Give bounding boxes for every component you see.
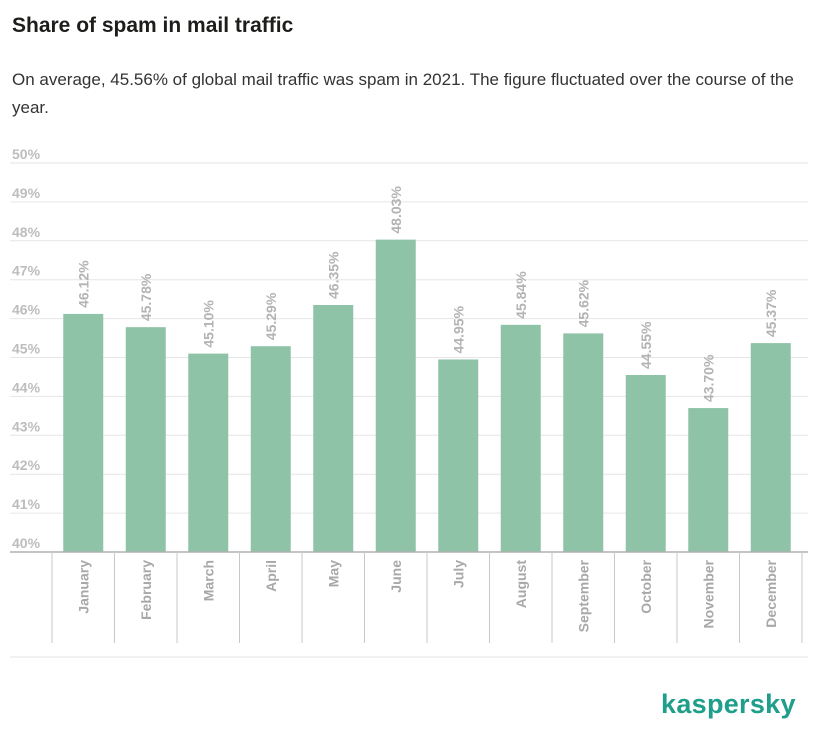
chart-title: Share of spam in mail traffic bbox=[12, 14, 294, 37]
bar-september bbox=[563, 333, 604, 552]
value-label: 45.84% bbox=[513, 271, 529, 319]
x-axis bbox=[10, 551, 808, 658]
y-axis-ticks: 40% 41% 42% 43% 44% 45% 46% 47% 48% 49% 50% bbox=[12, 146, 41, 551]
y-tick-label: 42% bbox=[12, 457, 41, 473]
value-label: 46.12% bbox=[75, 260, 91, 308]
value-labels: 46.12% 45.78% 45.10% 45.29% 46.35% 48.03% 44.9… bbox=[75, 186, 779, 402]
bar-april bbox=[250, 346, 291, 552]
x-tick-label: October bbox=[638, 559, 654, 613]
kaspersky-logo: kaspersky bbox=[661, 689, 796, 719]
bar-august bbox=[500, 324, 541, 552]
bar-december bbox=[750, 343, 791, 552]
value-label: 44.95% bbox=[450, 305, 466, 353]
x-tick-label: December bbox=[763, 559, 779, 627]
bar-october bbox=[625, 375, 666, 552]
x-axis-labels: January February March April May June July Augu… bbox=[75, 559, 779, 632]
value-label: 45.37% bbox=[763, 289, 779, 337]
bars bbox=[63, 239, 791, 552]
y-tick-label: 48% bbox=[12, 224, 41, 240]
x-tick-label: February bbox=[138, 560, 154, 620]
bar-may bbox=[313, 304, 354, 552]
y-tick-label: 46% bbox=[12, 302, 41, 318]
x-tick-label: August bbox=[513, 560, 529, 609]
bar-january bbox=[63, 313, 104, 552]
y-tick-label: 45% bbox=[12, 341, 41, 357]
y-tick-label: 43% bbox=[12, 418, 41, 434]
y-tick-label: 41% bbox=[12, 496, 41, 512]
x-tick-label: March bbox=[200, 560, 216, 601]
bar-july bbox=[438, 359, 479, 552]
y-tick-label: 49% bbox=[12, 185, 41, 201]
x-tick-label: May bbox=[325, 560, 341, 587]
y-tick-label: 47% bbox=[12, 263, 41, 279]
value-label: 45.10% bbox=[200, 300, 216, 348]
bar-november bbox=[688, 408, 729, 552]
x-tick-label: September bbox=[575, 559, 591, 632]
bar-march bbox=[188, 353, 229, 552]
bar-february bbox=[125, 327, 166, 552]
value-label: 46.35% bbox=[325, 251, 341, 299]
x-tick-label: November bbox=[700, 559, 716, 628]
value-label: 45.29% bbox=[263, 292, 279, 340]
bar-june bbox=[375, 239, 416, 552]
value-label: 45.78% bbox=[138, 273, 154, 321]
x-tick-label: January bbox=[75, 560, 91, 614]
value-label: 48.03% bbox=[388, 186, 404, 234]
value-label: 45.62% bbox=[575, 279, 591, 327]
chart-subtitle: On average, 45.56% of global mail traffi… bbox=[12, 70, 794, 117]
value-label: 44.55% bbox=[638, 321, 654, 369]
x-tick-label: July bbox=[450, 560, 466, 588]
y-tick-label: 44% bbox=[12, 379, 41, 395]
x-tick-label: June bbox=[388, 560, 404, 593]
y-tick-label: 40% bbox=[12, 535, 41, 551]
x-tick-label: April bbox=[263, 560, 279, 592]
y-tick-label: 50% bbox=[12, 146, 41, 162]
value-label: 43.70% bbox=[700, 354, 716, 402]
